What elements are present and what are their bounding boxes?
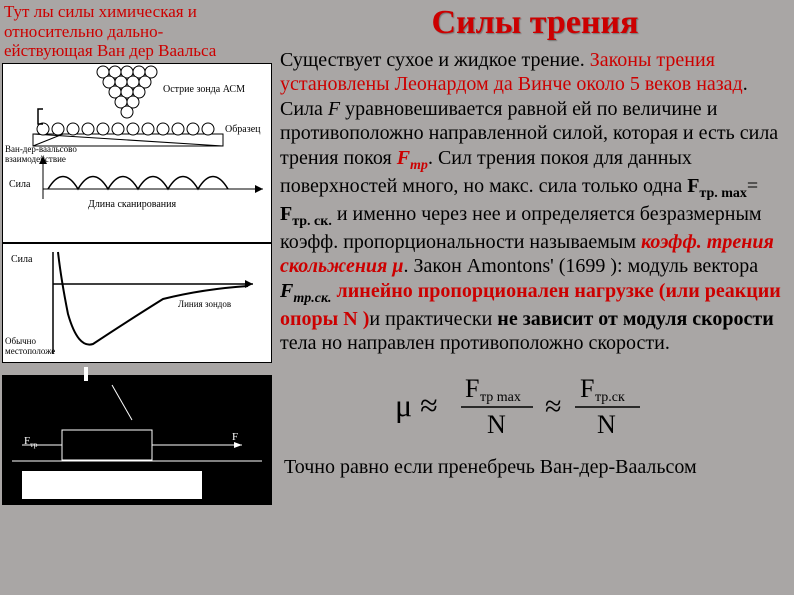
left-column: Тут лы силы химическая и относительно да… xyxy=(0,0,280,595)
label-line: Линия зондов xyxy=(178,299,231,309)
svg-text:N: N xyxy=(487,410,506,439)
t18: не зависит от модуля скорости xyxy=(497,308,773,330)
label-tip: Острие зонда АСМ xyxy=(163,84,245,95)
label-force2: Сила xyxy=(11,254,32,265)
t19: тела но направлен противоположно скорост… xyxy=(280,332,670,354)
label-vdw: Ван-дер-ваальсово взаимодействие xyxy=(5,144,95,164)
t14: Fтр.ск. xyxy=(280,280,332,302)
label-sample: Образец xyxy=(225,124,261,135)
label-chem: Обычно местоположе xyxy=(5,336,55,356)
note-line1: Тут лы силы химическая и xyxy=(4,2,280,22)
label-force: Сила xyxy=(9,179,30,190)
label-ftr: Fтр xyxy=(24,435,37,449)
afm-diagram: Острие зонда АСМ Образец Ван-дер-ваальсо… xyxy=(2,63,272,243)
footer-text: Точно равно если пренебречь Ван-дер-Ваал… xyxy=(280,456,790,479)
t6: Fтр xyxy=(397,147,428,169)
page-title: Силы трения xyxy=(280,0,790,48)
formula: μ ≈ F тр max N ≈ F тр.ск N xyxy=(280,371,790,446)
svg-text:тр.ск: тр.ск xyxy=(595,390,625,405)
note-line3: ействующая Ван дер Ваальса xyxy=(4,41,280,61)
t9: = xyxy=(747,175,758,197)
svg-text:≈: ≈ xyxy=(545,390,561,423)
svg-text:тр max: тр max xyxy=(480,390,521,405)
label-f: F xyxy=(232,431,238,443)
t1: Существует сухое и жидкое трение. xyxy=(280,49,590,71)
friction-block-diagram: Fтр F xyxy=(2,375,272,505)
white-box xyxy=(22,471,202,499)
t13: . Закон Amontons' (1699 ): модуль вектор… xyxy=(403,255,758,277)
mu-symbol: μ ≈ xyxy=(395,387,438,423)
t8: Fтр. max xyxy=(687,175,747,197)
svg-text:F: F xyxy=(465,374,479,403)
label-scan: Длина сканирования xyxy=(88,199,176,210)
potential-diagram: Сила Линия зондов Обычно местоположе xyxy=(2,243,272,363)
t4: F xyxy=(328,98,340,120)
t17: и практически xyxy=(369,308,497,330)
body-text: Существует сухое и жидкое трение. Законы… xyxy=(280,48,790,355)
svg-text:N: N xyxy=(597,410,616,439)
left-note: Тут лы силы химическая и относительно да… xyxy=(2,2,280,61)
svg-text:F: F xyxy=(580,374,594,403)
t10: Fтр. ск. xyxy=(280,203,332,225)
right-column: Силы трения Существует сухое и жидкое тр… xyxy=(280,0,794,595)
note-line2: относительно дально- xyxy=(4,22,280,42)
